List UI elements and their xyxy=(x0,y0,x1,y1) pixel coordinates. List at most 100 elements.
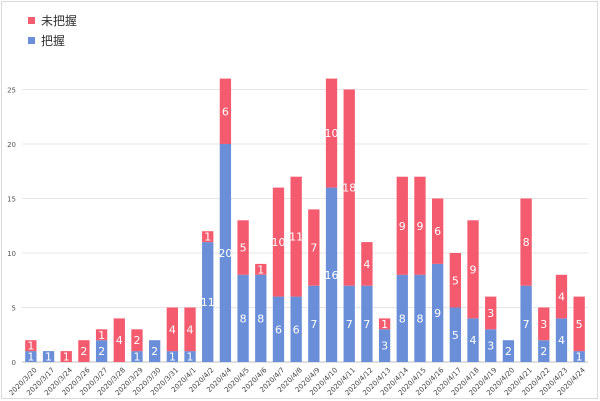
bar-known xyxy=(148,340,161,362)
data-label-unknown: 1 xyxy=(63,351,70,364)
bar-known xyxy=(502,340,515,362)
bar-known xyxy=(449,307,462,362)
data-label-known: 1 xyxy=(169,351,176,364)
data-label-known: 2 xyxy=(98,345,105,358)
bar-known xyxy=(573,351,585,362)
data-label-unknown: 5 xyxy=(452,274,459,287)
bar-known xyxy=(95,340,108,362)
bar-unknown xyxy=(219,78,232,144)
bar-unknown xyxy=(449,253,462,308)
legend: 未把握 把握 xyxy=(28,10,77,50)
bar-unknown xyxy=(343,89,355,286)
data-label-known: 8 xyxy=(240,312,247,325)
bar-known xyxy=(272,296,285,362)
data-label-known: 6 xyxy=(275,323,282,336)
data-label-unknown: 18 xyxy=(342,182,356,195)
data-label-unknown: 6 xyxy=(434,225,441,238)
data-label-unknown: 5 xyxy=(240,242,247,255)
bar-known xyxy=(414,274,426,362)
data-label-known: 4 xyxy=(558,334,565,347)
data-label-known: 11 xyxy=(201,296,215,309)
bar-unknown xyxy=(396,176,408,275)
data-label-known: 1 xyxy=(27,351,34,364)
bar-known xyxy=(343,285,355,362)
bar-known xyxy=(131,351,143,362)
data-label-known: 1 xyxy=(133,351,140,364)
data-label-known: 5 xyxy=(452,329,459,342)
bar-known xyxy=(255,274,267,362)
y-tick-label: 20 xyxy=(7,141,16,149)
bar-known xyxy=(396,274,408,362)
bar-unknown xyxy=(60,351,72,362)
data-label-unknown: 3 xyxy=(540,318,547,331)
data-label-unknown: 10 xyxy=(271,236,285,249)
bar-unknown xyxy=(308,209,320,286)
data-label-known: 1 xyxy=(576,351,583,364)
bar-unknown xyxy=(272,187,285,297)
bar-known xyxy=(237,274,249,362)
bar-known xyxy=(184,351,196,362)
bar-unknown xyxy=(78,340,90,362)
bar-unknown xyxy=(467,220,479,319)
bar-unknown xyxy=(485,296,497,330)
data-label-unknown: 6 xyxy=(222,105,229,118)
data-label-unknown: 2 xyxy=(133,334,140,347)
bar-unknown xyxy=(431,198,444,264)
bar-unknown xyxy=(520,198,532,286)
bar-known xyxy=(166,351,179,362)
legend-item-known: 把握 xyxy=(28,30,77,50)
data-label-known: 7 xyxy=(346,318,353,331)
legend-label-known: 把握 xyxy=(41,33,66,48)
y-tick-label: 25 xyxy=(7,87,16,95)
bar-known xyxy=(325,187,338,362)
bar-unknown xyxy=(237,220,249,275)
legend-swatch-unknown xyxy=(28,16,35,24)
data-label-unknown: 4 xyxy=(116,334,123,347)
data-label-known: 1 xyxy=(187,351,194,364)
bar-known xyxy=(290,296,302,362)
y-tick-label: 0 xyxy=(12,359,16,367)
data-label-unknown: 1 xyxy=(204,231,211,244)
data-label-unknown: 9 xyxy=(416,220,423,233)
data-label-known: 20 xyxy=(218,247,232,260)
bar-unknown xyxy=(378,318,391,330)
data-label-unknown: 4 xyxy=(169,323,176,336)
bar-known xyxy=(202,242,214,362)
data-label-known: 2 xyxy=(505,345,512,358)
data-label-known: 7 xyxy=(523,318,530,331)
bar-unknown xyxy=(538,307,550,341)
bar-unknown xyxy=(202,231,214,243)
bar-unknown xyxy=(95,329,108,341)
data-label-unknown: 5 xyxy=(576,318,583,331)
data-label-known: 8 xyxy=(399,312,406,325)
bar-known xyxy=(25,351,37,362)
bar-unknown xyxy=(131,329,143,352)
bar-unknown xyxy=(414,176,426,275)
data-label-unknown: 4 xyxy=(187,323,194,336)
data-label-unknown: 3 xyxy=(487,307,494,320)
y-tick-label: 5 xyxy=(12,305,16,313)
bar-unknown xyxy=(325,78,338,188)
data-label-unknown: 9 xyxy=(470,263,477,276)
data-label-known: 6 xyxy=(293,323,300,336)
data-label-unknown: 7 xyxy=(310,242,317,255)
data-label-unknown: 10 xyxy=(325,127,339,140)
data-label-unknown: 8 xyxy=(523,236,530,249)
data-label-unknown: 9 xyxy=(399,220,406,233)
data-label-unknown: 1 xyxy=(27,340,34,353)
data-label-known: 7 xyxy=(310,318,317,331)
bar-known xyxy=(431,263,444,362)
data-label-known: 3 xyxy=(381,340,388,353)
data-label-known: 9 xyxy=(434,307,441,320)
bar-unknown xyxy=(555,274,568,319)
bar-known xyxy=(485,329,497,362)
data-label-unknown: 4 xyxy=(558,291,565,304)
bar-known xyxy=(467,318,479,362)
data-label-known: 8 xyxy=(257,312,264,325)
bar-known xyxy=(361,285,373,362)
legend-item-unknown: 未把握 xyxy=(28,10,77,30)
bar-known xyxy=(308,285,320,362)
bar-unknown xyxy=(166,307,179,352)
